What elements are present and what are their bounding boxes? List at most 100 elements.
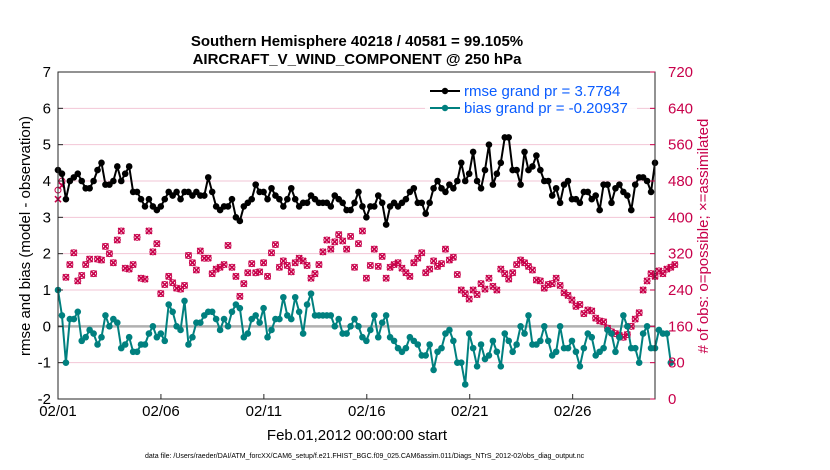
y-axis-label-left: rmse and bias (model - observation)	[17, 116, 34, 356]
obs-assimilated-point	[97, 256, 106, 264]
obs-assimilated-stroke	[101, 242, 110, 250]
obs-possible-point	[240, 280, 248, 288]
obs-assimilated-stroke	[165, 272, 173, 280]
obs-assimilated-stroke	[548, 280, 556, 288]
obs-possible-point	[165, 272, 173, 280]
obs-assimilated-stroke	[295, 254, 303, 262]
bias-point	[363, 337, 370, 345]
bias-point	[125, 333, 133, 341]
obs-assimilated-stroke	[315, 261, 323, 269]
chart-title-line2: AIRCRAFT_V_WIND_COMPONENT @ 250 hPa	[193, 51, 523, 68]
obs-assimilated-stroke	[149, 248, 157, 256]
obs-possible-point	[299, 257, 307, 265]
obs-assimilated-stroke	[339, 237, 347, 245]
bias-point	[355, 323, 362, 330]
obs-assimilated-point	[117, 227, 125, 235]
bias-point	[287, 315, 295, 323]
obs-possible-point	[426, 265, 434, 273]
obs-possible-point	[414, 254, 422, 262]
obs-assimilated-stroke	[477, 280, 485, 288]
obs-assimilated-stroke	[192, 266, 200, 274]
obs-assimilated-stroke	[600, 318, 608, 326]
obs-possible-point	[410, 259, 418, 267]
obs-assimilated-point	[347, 232, 355, 240]
obs-possible-point	[90, 270, 98, 278]
obs-possible-point	[370, 245, 378, 253]
rmse-point	[177, 195, 184, 203]
legend: rmse grand pr = 3.7784 bias grand pr = -…	[425, 82, 637, 126]
obs-assimilated-stroke	[236, 292, 244, 300]
obs-assimilated-stroke	[82, 261, 90, 269]
obs-assimilated-point	[82, 261, 90, 269]
obs-possible-point	[422, 269, 430, 277]
bias-point	[556, 323, 564, 330]
bias-point	[477, 341, 485, 348]
obs-assimilated-stroke	[90, 270, 98, 278]
rmse-point	[616, 181, 623, 188]
obs-possible-point	[580, 310, 588, 318]
rmse-point	[114, 163, 121, 170]
bias-point	[517, 323, 524, 330]
obs-possible-point	[489, 282, 497, 290]
obs-assimilated-point	[295, 254, 303, 262]
obs-possible-point	[378, 252, 386, 260]
obs-assimilated-point	[461, 290, 469, 298]
obs-possible-point	[145, 227, 153, 235]
obs-assimilated-point	[362, 274, 370, 282]
obs-assimilated-stroke	[374, 262, 382, 270]
bias-point	[121, 341, 129, 348]
rmse-point	[94, 166, 101, 174]
bias-point	[149, 323, 157, 330]
obs-possible-point	[453, 271, 461, 279]
rmse-point	[339, 199, 346, 207]
bias-point	[82, 333, 89, 341]
rmse-point	[426, 199, 433, 207]
obs-possible-point	[521, 259, 529, 267]
obs-assimilated-point	[560, 289, 568, 297]
legend-rmse-label: rmse grand pr = 3.7784	[464, 83, 620, 100]
obs-assimilated-point	[576, 300, 584, 309]
left-tick-label: 7	[43, 64, 51, 81]
obs-assimilated-stroke	[453, 270, 461, 279]
right-tick-label: 640	[668, 100, 693, 117]
rmse-point	[454, 177, 461, 185]
chart-title-line1: Southern Hemisphere 40218 / 40581 = 99.1…	[191, 33, 523, 50]
bias-point	[402, 344, 410, 352]
bias-point	[663, 330, 671, 337]
obs-assimilated-stroke	[536, 277, 544, 285]
obs-assimilated-stroke	[631, 315, 639, 323]
obs-assimilated-point	[663, 265, 671, 273]
obs-possible-point	[264, 272, 272, 280]
obs-assimilated-stroke	[299, 257, 307, 265]
rmse-point	[548, 192, 556, 199]
bias-point	[347, 323, 354, 330]
obs-assimilated-point	[192, 266, 200, 274]
rmse-point	[287, 184, 295, 192]
obs-possible-point	[343, 245, 351, 253]
obs-possible-point	[659, 270, 667, 278]
obs-possible-point	[74, 277, 82, 285]
obs-assimilated-stroke	[560, 289, 568, 297]
obs-assimilated-point	[196, 247, 204, 255]
rmse-point	[284, 195, 291, 203]
rmse-point	[208, 188, 216, 196]
bias-point	[382, 312, 390, 319]
rmse-point	[260, 188, 267, 196]
bias-point	[540, 323, 548, 330]
obs-assimilated-point	[129, 261, 137, 269]
rmse-point	[418, 199, 426, 207]
obs-assimilated-stroke	[260, 259, 268, 267]
bias-point	[552, 348, 560, 356]
obs-possible-point	[358, 227, 366, 235]
rmse-point	[90, 177, 97, 185]
obs-assimilated-stroke	[430, 257, 438, 265]
obs-possible-point	[101, 242, 109, 250]
obs-assimilated-point	[331, 238, 339, 246]
obs-assimilated-stroke	[161, 280, 169, 289]
obs-assimilated-point	[343, 245, 351, 253]
rmse-point	[556, 199, 564, 207]
obs-possible-point	[327, 245, 335, 253]
bias-point	[212, 315, 220, 323]
obs-assimilated-stroke	[643, 277, 651, 285]
obs-possible-point	[66, 261, 74, 269]
